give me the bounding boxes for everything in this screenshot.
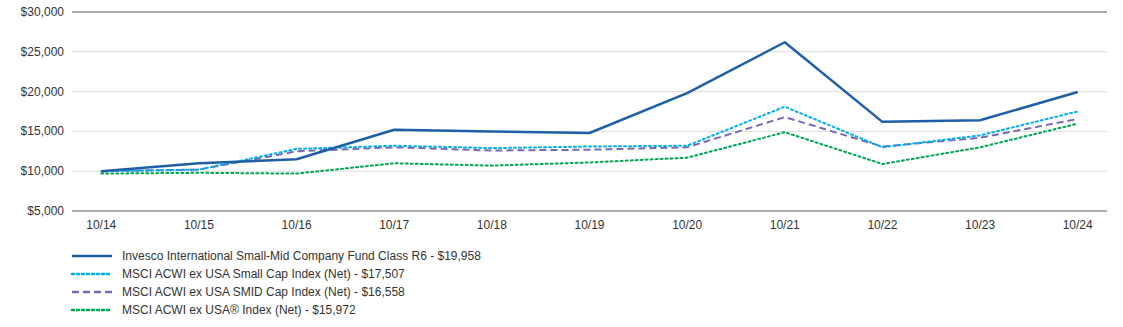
x-tick-label: 10/17	[379, 218, 409, 232]
top-frame-line	[72, 12, 1107, 13]
x-tick-label: 10/21	[770, 218, 800, 232]
legend: Invesco International Small-Mid Company …	[72, 249, 481, 317]
legend-swatch	[72, 309, 112, 312]
legend-label: MSCI ACWI ex USA SMID Cap Index (Net) - …	[122, 285, 405, 299]
x-axis-line	[72, 211, 1107, 212]
series-line	[101, 42, 1077, 171]
lines	[101, 42, 1077, 173]
x-tick-label: 10/16	[282, 218, 312, 232]
grid-line	[72, 211, 1107, 212]
legend-label: Invesco International Small-Mid Company …	[122, 249, 481, 263]
x-tick-label: 10/23	[965, 218, 995, 232]
legend-swatch	[72, 291, 112, 294]
y-axis: $5,000 $10,000 $15,000 $20,000 $25,000 $30,00…	[21, 5, 65, 218]
x-axis: 10/14 10/15 10/16 10/17 10/18 10/19 10/20 10/21…	[86, 218, 1093, 232]
y-tick-label: $30,000	[21, 5, 65, 19]
y-tick-label: $10,000	[21, 164, 65, 178]
legend-swatch	[72, 255, 112, 258]
x-tick-label: 10/24	[1063, 218, 1093, 232]
grid-line	[72, 91, 1107, 92]
legend-label: MSCI ACWI ex USA Small Cap Index (Net) -…	[122, 267, 405, 281]
x-tick-label: 10/19	[574, 218, 604, 232]
x-tick-label: 10/15	[184, 218, 214, 232]
y-grid	[72, 12, 1107, 211]
x-tick-label: 10/18	[477, 218, 507, 232]
grid-line	[72, 51, 1107, 52]
x-tick-label: 10/20	[672, 218, 702, 232]
chart-svg: $5,000 $10,000 $15,000 $20,000 $25,000 $30,00…	[0, 0, 1123, 327]
legend-swatch	[72, 273, 112, 276]
series-line	[101, 124, 1077, 174]
grid-line	[72, 171, 1107, 172]
y-tick-label: $15,000	[21, 124, 65, 138]
y-tick-label: $25,000	[21, 45, 65, 59]
x-tick-label: 10/22	[867, 218, 897, 232]
chart-container: $5,000 $10,000 $15,000 $20,000 $25,000 $30,00…	[0, 0, 1123, 327]
legend-label: MSCI ACWI ex USA® Index (Net) - $15,972	[122, 303, 356, 317]
series-line	[101, 117, 1077, 171]
y-tick-label: $20,000	[21, 85, 65, 99]
y-tick-label: $5,000	[27, 204, 64, 218]
grid-line	[72, 12, 1107, 13]
x-tick-label: 10/14	[86, 218, 116, 232]
